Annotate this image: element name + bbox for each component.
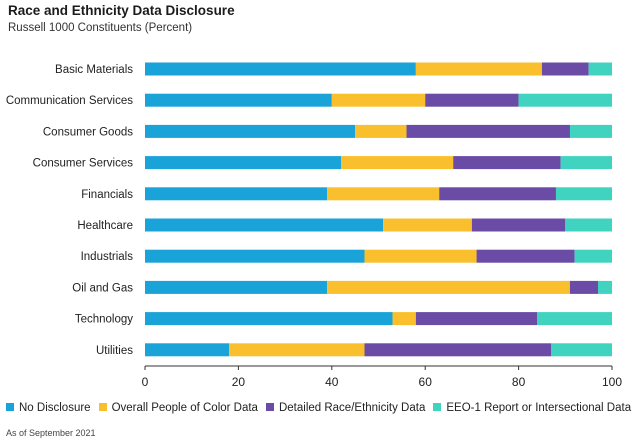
legend-item: No Disclosure (6, 402, 91, 414)
bar-segment (145, 249, 365, 263)
bar-segment (392, 312, 416, 326)
bar-segment (229, 343, 365, 357)
bar-segment (560, 156, 612, 170)
bar-segment (597, 280, 612, 294)
x-tick-label: 80 (512, 375, 526, 389)
legend-item: Overall People of Color Data (98, 402, 258, 414)
bar-segment (364, 249, 477, 263)
legend-label: Detailed Race/Ethnicity Data (278, 402, 426, 414)
bar-segment (439, 187, 556, 201)
footnote: As of September 2021 (6, 428, 96, 438)
bar-segment (537, 312, 612, 326)
bar-segment (518, 93, 612, 107)
bar-segment (476, 249, 575, 263)
bar-segment (331, 93, 426, 107)
legend-item: Detailed Race/Ethnicity Data (265, 402, 426, 414)
legend-swatch (265, 403, 274, 411)
bar-segment (145, 124, 356, 138)
chart-legend: No Disclosure Overall People of Color Dat… (6, 402, 639, 414)
bar-segment (145, 187, 328, 201)
bar-segment (364, 343, 552, 357)
bar-segment (327, 280, 570, 294)
x-tick-label: 60 (419, 375, 433, 389)
bar-segment (471, 218, 566, 232)
category-label: Oil and Gas (72, 282, 133, 294)
bar-segment (145, 280, 328, 294)
bar-segment (569, 280, 598, 294)
legend-swatch (98, 403, 107, 411)
category-label: Healthcare (77, 220, 133, 232)
x-tick-label: 40 (325, 375, 339, 389)
x-tick-label: 100 (602, 375, 622, 389)
bar-segment (555, 187, 612, 201)
bar-segment (145, 156, 342, 170)
bar-segment (383, 218, 472, 232)
bar-segment (453, 156, 561, 170)
x-tick-label: 0 (142, 375, 149, 389)
bar-segment (565, 218, 612, 232)
bar-segment (145, 218, 384, 232)
bar-segment (406, 124, 570, 138)
bar-segment (569, 124, 612, 138)
chart-subtitle: Russell 1000 Constituents (Percent) (8, 22, 193, 34)
bar-segment (327, 187, 440, 201)
bar-segment (588, 62, 612, 76)
bar-segment (145, 343, 230, 357)
x-tick-label: 20 (232, 375, 246, 389)
category-label: Communication Services (6, 95, 133, 107)
legend-label: No Disclosure (19, 402, 91, 414)
category-label: Financials (81, 189, 133, 201)
legend-item: EEO-1 Report or Intersectional Data (433, 402, 631, 414)
bar-segment (415, 312, 538, 326)
bar-segment (341, 156, 454, 170)
category-label: Consumer Goods (43, 126, 133, 138)
chart-title: Race and Ethnicity Data Disclosure (8, 3, 235, 18)
legend-label: EEO-1 Report or Intersectional Data (446, 402, 632, 414)
category-label: Consumer Services (33, 158, 134, 170)
legend-label: Overall People of Color Data (111, 402, 258, 414)
legend-swatch (6, 403, 14, 411)
category-label: Basic Materials (55, 64, 133, 76)
bar-segment (415, 62, 542, 76)
category-label: Utilities (96, 345, 133, 357)
legend-swatch (433, 403, 442, 411)
bar-segment (145, 93, 332, 107)
bar-segment (574, 249, 612, 263)
bar-segment (145, 312, 393, 326)
bar-segment (145, 62, 416, 76)
bar-segment (551, 343, 612, 357)
bar-segment (541, 62, 589, 76)
bar-segment (425, 93, 519, 107)
bar-segment (355, 124, 407, 138)
category-label: Technology (75, 314, 133, 326)
category-label: Industrials (81, 251, 134, 263)
